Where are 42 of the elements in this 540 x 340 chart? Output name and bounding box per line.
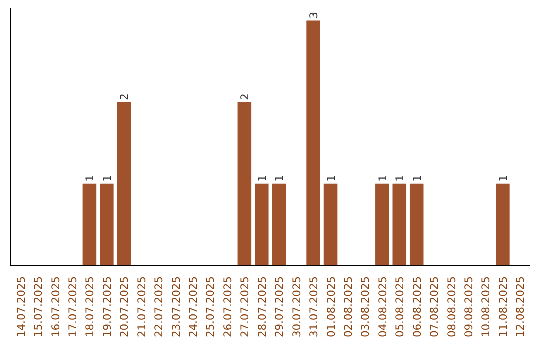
data-label: 1 <box>394 175 407 182</box>
x-tick-label: 30.07.2025 <box>290 276 304 338</box>
x-tick-label: 08.08.2025 <box>445 276 458 338</box>
x-tick-label: 23.07.2025 <box>170 276 183 338</box>
x-tick-label: 20.07.2025 <box>118 276 132 338</box>
x-tick-label: 16.07.2025 <box>49 276 62 338</box>
x-tick-label: 05.08.2025 <box>394 276 407 338</box>
x-tick-label: 02.08.2025 <box>342 276 355 338</box>
x-tick-label: 12.08.2025 <box>514 276 528 338</box>
data-label: 1 <box>324 175 338 182</box>
x-tick-label: 15.07.2025 <box>32 276 46 338</box>
x-tick-label: 11.08.2025 <box>496 276 510 338</box>
data-label: 1 <box>100 175 114 182</box>
data-label: 3 <box>308 12 321 19</box>
x-tick-label: 03.08.2025 <box>359 276 372 338</box>
x-tick-label: 14.07.2025 <box>14 276 28 338</box>
x-tick-label: 01.08.2025 <box>324 276 338 338</box>
x-tick-label: 21.07.2025 <box>135 276 148 338</box>
x-tick-label: 28.07.2025 <box>256 276 269 338</box>
data-label: 1 <box>273 175 286 182</box>
data-label: 1 <box>84 175 97 182</box>
x-tick-label: 06.08.2025 <box>410 276 424 338</box>
data-label: 1 <box>256 175 269 182</box>
x-tick-label: 07.08.2025 <box>428 276 442 338</box>
data-label: 1 <box>410 175 424 182</box>
x-tick-label: 22.07.2025 <box>152 276 166 338</box>
x-tick-label: 27.07.2025 <box>238 276 252 338</box>
x-tick-label: 24.07.2025 <box>187 276 200 338</box>
x-tick-label: 04.08.2025 <box>376 276 390 338</box>
x-tick-label: 26.07.2025 <box>221 276 234 338</box>
data-label: 1 <box>376 175 390 182</box>
x-tick-label: 17.07.2025 <box>66 276 80 338</box>
data-label: 1 <box>496 175 510 182</box>
x-tick-label: 09.08.2025 <box>462 276 476 338</box>
x-tick-label: 10.08.2025 <box>480 276 493 338</box>
x-tick-label: 25.07.2025 <box>204 276 218 338</box>
x-tick-label: 29.07.2025 <box>273 276 286 338</box>
data-label: 2 <box>238 94 252 100</box>
x-tick-label: 31.07.2025 <box>308 276 321 338</box>
x-tick-label: 19.07.2025 <box>100 276 114 338</box>
x-tick-label: 18.07.2025 <box>84 276 97 338</box>
data-label: 2 <box>118 94 132 100</box>
